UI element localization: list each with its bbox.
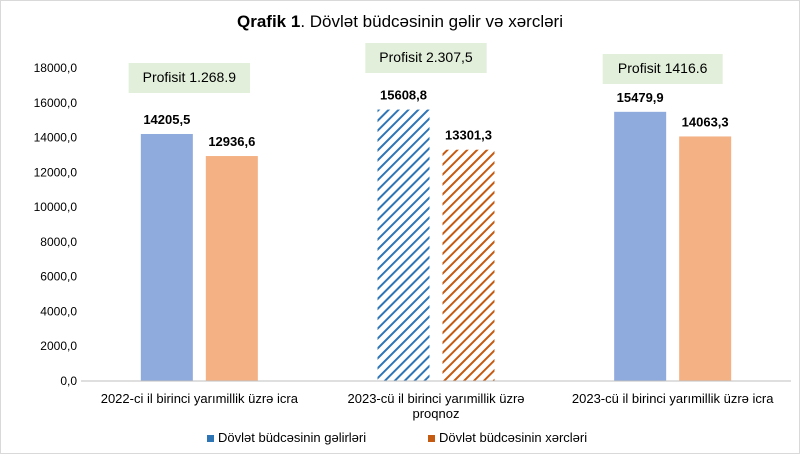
profit-annotation-box (365, 43, 487, 73)
y-tick-label: 10000,0 (34, 200, 78, 214)
y-tick-label: 4000,0 (40, 304, 77, 318)
bars (140, 109, 732, 381)
legend-swatch (207, 435, 214, 442)
x-category-label: 2023-cü il birinci yarımillik üzrə (348, 391, 525, 406)
bar-value-label: 14063,3 (682, 114, 729, 129)
bar-value-label: 15608,8 (380, 88, 427, 103)
profit-annotations: Profisit 1.268.9 Profisit 2.307,5 Profisit… (128, 43, 723, 93)
x-axis-labels: 2022-ci il birinci yarımillik üzrə icra 2… (101, 391, 774, 421)
legend-label: Dövlət büdcəsinin xərcləri (439, 430, 587, 445)
profit-annotation: Profisit 1416.6 (602, 54, 723, 84)
y-tick-label: 0,0 (60, 374, 77, 388)
y-tick-label: 8000,0 (40, 235, 77, 249)
y-tick-label: 12000,0 (34, 165, 78, 179)
y-tick-label: 18000,0 (34, 61, 78, 75)
bar-value-label: 15479,9 (617, 90, 664, 105)
chart-title-rest: . Dövlət büdcəsinin gəlir və xərcləri (300, 12, 563, 31)
profit-annotation-text: Profisit 1416.6 (618, 60, 708, 76)
profit-annotation-box (602, 54, 723, 84)
y-tick-label: 14000,0 (34, 131, 78, 145)
bar-expense (205, 156, 258, 381)
bar-value-labels: 14205,5 12936,6 15608,8 13301,3 15479,9 14063… (143, 88, 728, 149)
bar-revenue (614, 111, 667, 381)
bar-expense (442, 149, 495, 381)
chart-title: Qrafik 1. Dövlət büdcəsinin gəlir və xər… (237, 12, 563, 31)
legend-swatch (428, 435, 435, 442)
profit-annotation: Profisit 2.307,5 (365, 43, 487, 73)
legend: Dövlət büdcəsinin gəlirləri Dövlət büdcəs… (207, 430, 587, 445)
chart-title-bold: Qrafik 1 (237, 12, 300, 31)
bar-value-label: 14205,5 (143, 112, 190, 127)
bar-revenue (140, 133, 193, 381)
profit-annotation-text: Profisit 1.268.9 (143, 69, 237, 85)
y-tick-label: 6000,0 (40, 270, 77, 284)
profit-annotation: Profisit 1.268.9 (128, 63, 251, 93)
y-tick-label: 2000,0 (40, 339, 77, 353)
x-category-label: 2022-ci il birinci yarımillik üzrə icra (101, 391, 299, 406)
bar-value-label: 13301,3 (445, 128, 492, 143)
bar-value-label: 12936,6 (208, 134, 255, 149)
y-axis: 0,0 2000,0 4000,0 6000,0 8000,0 10000,0 12000,… (34, 61, 78, 388)
bar-expense (679, 136, 732, 381)
x-category-label: proqnoz (413, 406, 460, 421)
bar-revenue (377, 109, 430, 381)
x-category-label: 2023-cü il birinci yarımillik üzrə icra (572, 391, 774, 406)
legend-label: Dövlət büdcəsinin gəlirləri (218, 430, 366, 445)
profit-annotation-text: Profisit 2.307,5 (379, 49, 473, 65)
profit-annotation-box (128, 63, 251, 93)
y-tick-label: 16000,0 (34, 96, 78, 110)
